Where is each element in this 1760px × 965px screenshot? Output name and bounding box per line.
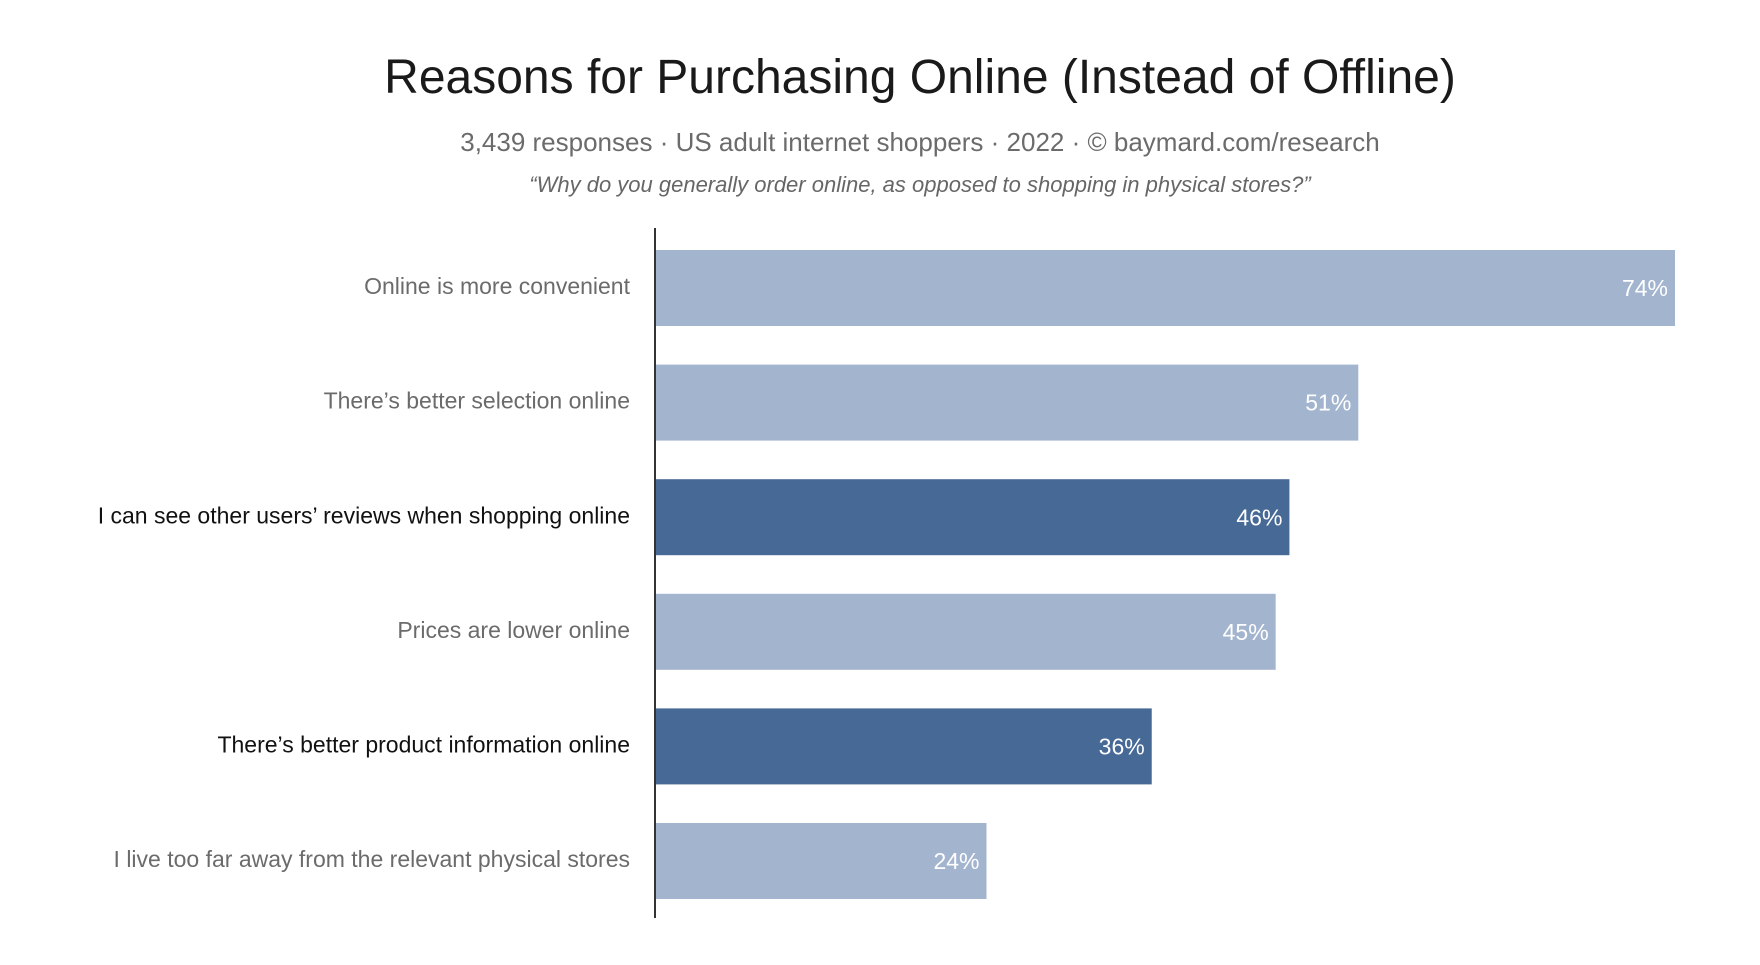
bar-2 — [656, 479, 1290, 556]
category-label: I live too far away from the relevant ph… — [114, 846, 630, 872]
bar-1 — [656, 364, 1359, 441]
bar-0 — [656, 250, 1675, 326]
value-label: 51% — [1305, 390, 1351, 416]
bar-5 — [656, 823, 987, 899]
value-label: 46% — [1236, 504, 1282, 530]
value-label: 36% — [1099, 733, 1145, 759]
value-label: 74% — [1622, 275, 1668, 301]
bar-3 — [656, 593, 1276, 670]
chart-title: Reasons for Purchasing Online (Instead o… — [384, 51, 1456, 104]
value-label: 24% — [933, 848, 979, 874]
chart-subtitle: 3,439 responses · US adult internet shop… — [460, 127, 1380, 157]
category-label: There’s better selection online — [324, 388, 630, 414]
category-label: Online is more convenient — [364, 273, 631, 299]
survey-question: “Why do you generally order online, as o… — [529, 172, 1311, 197]
category-label: Prices are lower online — [397, 617, 630, 643]
category-label: I can see other users’ reviews when shop… — [98, 502, 630, 528]
bar-4 — [656, 708, 1152, 785]
value-label: 45% — [1223, 619, 1269, 645]
category-label: There’s better product information onlin… — [217, 731, 630, 757]
